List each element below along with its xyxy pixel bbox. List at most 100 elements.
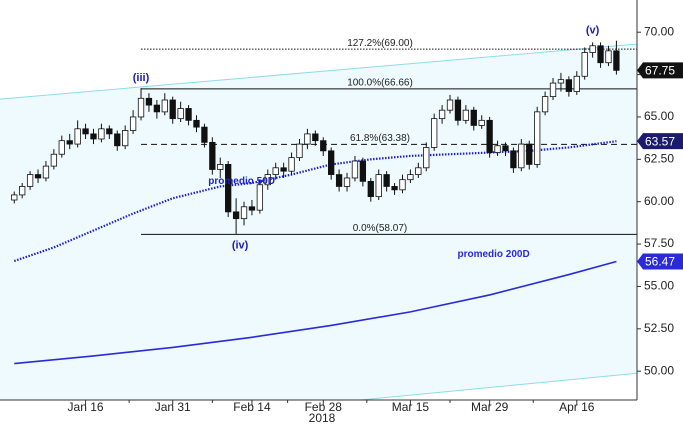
candle-body [177, 108, 184, 120]
candle-body [383, 174, 390, 187]
candle-body [470, 109, 477, 126]
candle-body [122, 130, 129, 147]
candle-body [288, 157, 295, 172]
price-tag-label: 56.47 [645, 255, 675, 269]
candle-body [58, 140, 65, 155]
candle-body [581, 52, 588, 77]
candle-body [264, 174, 271, 186]
candle-body [573, 75, 580, 92]
candle-body [193, 119, 200, 128]
candle-body [153, 104, 161, 113]
x-tick-label: Feb 28 [305, 400, 343, 414]
y-tick-label: 70.00 [644, 24, 674, 38]
moving-average [14, 260, 617, 365]
candle-body [486, 119, 493, 153]
candle-body [280, 167, 287, 172]
y-tick-label: 55.00 [644, 279, 674, 293]
candle-body [26, 174, 34, 187]
candle-body [248, 206, 256, 211]
x-tick-label: Jan 31 [155, 400, 191, 414]
candle-body [351, 160, 359, 179]
wave-label: (v) [586, 24, 600, 36]
candle-body [534, 111, 541, 165]
candle-body [272, 167, 279, 175]
candle-body [502, 145, 509, 152]
candle-body [438, 109, 446, 120]
candle-body [98, 128, 105, 140]
candle-body [541, 96, 549, 113]
channel-line [355, 372, 637, 400]
price-tag [637, 253, 683, 270]
candle-body [74, 128, 81, 145]
x-tick-label: Mar 29 [471, 400, 509, 414]
y-tick-label: 60.00 [644, 194, 674, 208]
fib-label: 100.0%(66.66) [347, 77, 413, 88]
x-tick-label: Feb 14 [233, 400, 271, 414]
candle-body [605, 50, 612, 64]
candle-body [589, 45, 596, 53]
candle-body [526, 143, 533, 165]
moving-average [13, 140, 617, 263]
candle-body [129, 116, 137, 131]
candle-body [415, 167, 422, 175]
candle-body [359, 160, 367, 182]
candle-body [431, 118, 438, 148]
candle-body [565, 79, 573, 92]
y-tick-label: 65.00 [644, 109, 674, 123]
candle-body [209, 141, 216, 170]
candle-body [296, 143, 303, 159]
candle-body [217, 164, 224, 170]
series-label: promedio 200D [457, 249, 529, 260]
channel-line [0, 43, 637, 100]
candle-body [106, 128, 113, 135]
x-tick-label: Apr 16 [559, 400, 595, 414]
candle-body [454, 99, 462, 121]
y-tick-label: 57.50 [644, 236, 674, 250]
candle-body [145, 97, 153, 106]
x-tick-label: Mar 15 [392, 400, 430, 414]
y-tick-label: 52.50 [644, 321, 674, 335]
plot [0, 40, 637, 400]
fib-label: 0.0%(58.07) [353, 223, 407, 234]
candle-body [494, 145, 501, 153]
candle-body [34, 174, 42, 179]
candle-body [11, 194, 18, 201]
candle-body [82, 128, 89, 135]
candle-body [169, 99, 176, 120]
candle-body [597, 45, 604, 64]
wave-label: (iv) [232, 240, 249, 252]
wave-label: (iii) [133, 72, 150, 84]
price-tag [637, 62, 683, 79]
channel-fill [0, 44, 637, 400]
candle-body [510, 150, 517, 169]
candle-body [478, 119, 485, 126]
candle-body [312, 133, 319, 142]
candle-body [232, 211, 240, 220]
candle-body [137, 97, 145, 118]
candle-body [343, 177, 351, 187]
candle-body [42, 165, 50, 179]
candle-body [19, 186, 26, 196]
x-tick-label: Jan 16 [68, 400, 104, 414]
candle-body [375, 174, 382, 198]
candle-body [613, 50, 620, 71]
candle-body [557, 79, 565, 84]
x-axis-label: 2018 [309, 411, 336, 425]
candle-body [225, 164, 232, 213]
candle-body [114, 133, 121, 147]
y-tick-label: 62.50 [644, 151, 674, 165]
candle-body [66, 140, 73, 145]
price-tag-label: 63.57 [645, 134, 675, 148]
candle-body [391, 186, 398, 191]
fib-label: 127.2%(69.00) [347, 38, 413, 49]
series-label: promedio 50D [208, 176, 275, 187]
candle-body [399, 179, 406, 191]
price-tag-label: 67.75 [645, 64, 675, 78]
candle-body [423, 147, 430, 169]
candle-body [549, 82, 557, 98]
candle-body [201, 126, 208, 143]
candle-body [446, 99, 454, 111]
y-tick-label: 50.00 [644, 363, 674, 377]
candle-body [335, 174, 343, 187]
